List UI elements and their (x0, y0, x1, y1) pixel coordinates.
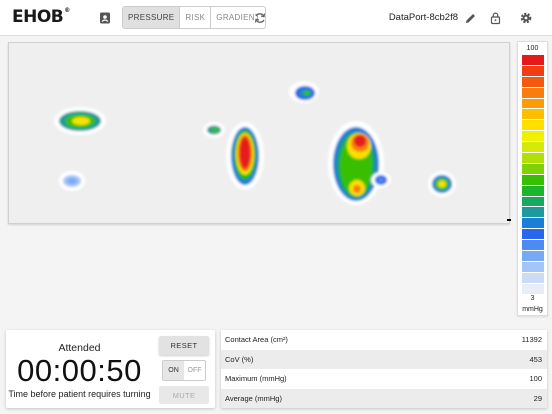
legend-swatch (522, 55, 544, 66)
legend-swatch (522, 98, 544, 110)
tab-risk[interactable]: RISK (180, 7, 212, 28)
stat-label: Maximum (mmHg) (225, 374, 287, 384)
map-resize-marker (507, 219, 511, 221)
legend-swatch (522, 76, 544, 88)
ehob-logo: EHOB® (12, 7, 70, 27)
view-mode-tabs: PRESSURE RISK GRADIENT (122, 6, 267, 29)
turn-timer-clock: 00:00:50 (17, 353, 142, 388)
pressure-blob (289, 81, 319, 103)
top-bar: EHOB® PRESSURE RISK GRADIENT DataPort-8c… (0, 0, 552, 36)
stat-label: Average (mmHg) (225, 393, 282, 403)
legend-swatch (522, 153, 544, 164)
legend-min: 3 (530, 295, 535, 302)
pressure-blob (371, 172, 391, 188)
alarm-toggle: ON OFF (162, 360, 206, 381)
alarm-off-button[interactable]: OFF (184, 361, 205, 380)
pressure-legend: 100 3 mmHg (517, 41, 548, 316)
stats-row-cov: CoV (%) 453 (221, 349, 547, 369)
legend-swatch (522, 283, 544, 295)
pencil-icon[interactable] (460, 8, 480, 28)
patient-card-icon[interactable] (95, 8, 115, 28)
pressure-map-canvas (54, 81, 456, 205)
stat-value: 29 (533, 393, 542, 403)
legend-swatch (522, 218, 544, 230)
attended-status: Attended (58, 342, 101, 354)
alarm-on-button[interactable]: ON (163, 361, 184, 380)
legend-color-bar (522, 55, 544, 295)
pressure-map (8, 42, 511, 224)
pressure-blob (59, 171, 85, 191)
pressure-blob (54, 107, 106, 135)
legend-swatch (522, 65, 544, 77)
stats-row-maximum: Maximum (mmHg) 100 (221, 369, 547, 389)
legend-max: 100 (526, 45, 539, 52)
lock-icon[interactable] (485, 8, 505, 28)
legend-swatch (522, 261, 544, 273)
stat-label: Contact Area (cm²) (225, 335, 288, 345)
turn-timer-caption: Time before patient requires turning (8, 389, 151, 399)
legend-swatch (522, 229, 544, 241)
legend-swatch (522, 174, 544, 186)
legend-unit: mmHg (522, 306, 543, 313)
legend-swatch (522, 163, 544, 175)
legend-swatch (522, 87, 544, 99)
pressure-blob (203, 122, 225, 138)
legend-swatch (522, 109, 544, 121)
refresh-icon[interactable] (250, 8, 270, 28)
legend-swatch (522, 120, 544, 132)
tab-gradient[interactable]: GRADIENT (216, 13, 261, 22)
legend-swatch (522, 196, 544, 208)
legend-swatch (522, 240, 544, 252)
stats-table: Contact Area (cm²) 11392 CoV (%) 453 Max… (221, 330, 547, 408)
turn-timer-card: Attended 00:00:50 Time before patient re… (6, 330, 215, 408)
legend-swatch (522, 142, 544, 154)
stats-row-contact-area: Contact Area (cm²) 11392 (221, 330, 547, 350)
tab-pressure[interactable]: PRESSURE (123, 7, 181, 28)
device-name: DataPort-8cb2f8 (388, 12, 458, 23)
stat-value: 100 (529, 374, 542, 384)
stats-row-average: Average (mmHg) 29 (221, 388, 547, 408)
stat-value: 11392 (521, 335, 542, 345)
pressure-blob (328, 121, 384, 205)
pressure-blob (428, 171, 456, 197)
legend-swatch (522, 251, 544, 262)
gear-icon[interactable] (516, 8, 536, 28)
stat-value: 453 (529, 354, 542, 364)
legend-swatch (522, 131, 544, 143)
legend-swatch (522, 185, 544, 197)
pressure-blob (226, 122, 264, 190)
stat-label: CoV (%) (225, 354, 254, 364)
legend-swatch (522, 207, 544, 219)
mute-button[interactable]: MUTE (159, 386, 209, 404)
legend-swatch (522, 272, 544, 284)
reset-button[interactable]: RESET (159, 336, 209, 355)
